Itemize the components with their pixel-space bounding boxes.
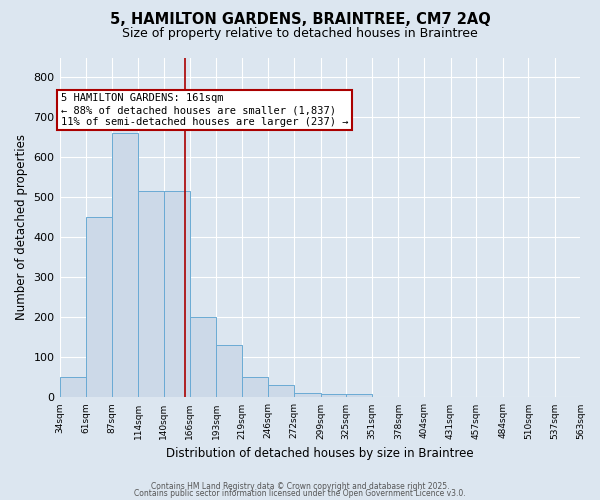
Bar <box>346 394 372 398</box>
Bar <box>86 218 112 398</box>
Bar <box>139 192 164 398</box>
Text: 5, HAMILTON GARDENS, BRAINTREE, CM7 2AQ: 5, HAMILTON GARDENS, BRAINTREE, CM7 2AQ <box>110 12 490 28</box>
Bar <box>216 346 242 398</box>
Text: Contains public sector information licensed under the Open Government Licence v3: Contains public sector information licen… <box>134 490 466 498</box>
Text: Contains HM Land Registry data © Crown copyright and database right 2025.: Contains HM Land Registry data © Crown c… <box>151 482 449 491</box>
Bar <box>190 318 216 398</box>
Bar <box>294 394 320 398</box>
Bar <box>268 386 294 398</box>
Text: Size of property relative to detached houses in Braintree: Size of property relative to detached ho… <box>122 28 478 40</box>
Text: 5 HAMILTON GARDENS: 161sqm
← 88% of detached houses are smaller (1,837)
11% of s: 5 HAMILTON GARDENS: 161sqm ← 88% of deta… <box>61 94 348 126</box>
Bar <box>320 394 346 398</box>
Bar <box>164 192 190 398</box>
Bar <box>59 378 86 398</box>
Bar <box>112 134 139 398</box>
Y-axis label: Number of detached properties: Number of detached properties <box>15 134 28 320</box>
X-axis label: Distribution of detached houses by size in Braintree: Distribution of detached houses by size … <box>166 447 474 460</box>
Bar <box>242 378 268 398</box>
